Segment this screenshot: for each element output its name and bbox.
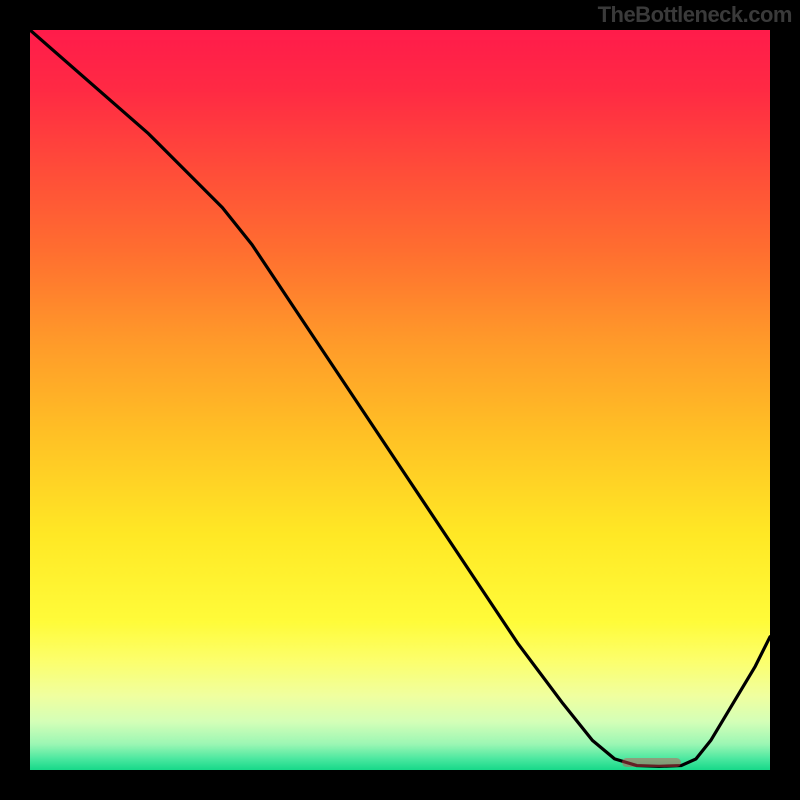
- attribution-text: TheBottleneck.com: [598, 2, 792, 28]
- curve-overlay: [30, 30, 770, 770]
- plot-area: [30, 30, 770, 770]
- bottleneck-curve: [30, 30, 770, 766]
- optimal-range-marker: [622, 758, 681, 768]
- chart-container: TheBottleneck.com: [0, 0, 800, 800]
